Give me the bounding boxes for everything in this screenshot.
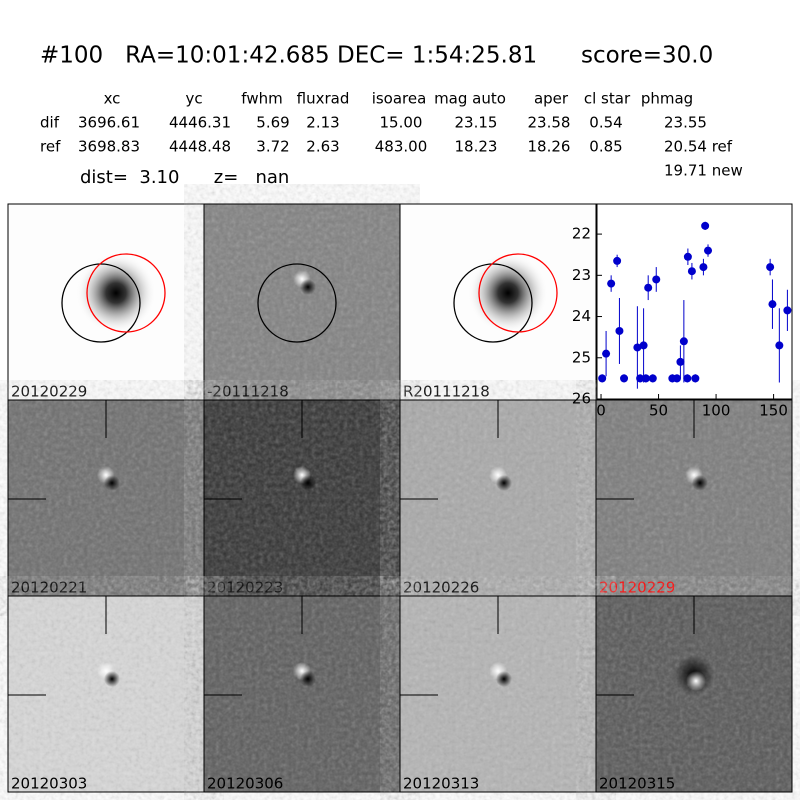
stamp-frame — [595, 595, 793, 793]
column-header: fluxrad — [297, 90, 350, 108]
point — [672, 374, 681, 383]
point — [679, 337, 688, 346]
stamp-label: 20120223 — [207, 579, 283, 597]
table-cell: 2.63 — [306, 138, 339, 156]
point — [648, 374, 657, 383]
point — [613, 256, 622, 265]
title: #100 RA=10:01:42.685 DEC= 1:54:25.81 sco… — [40, 43, 713, 69]
point — [676, 357, 685, 366]
table-cell: 3698.83 — [78, 138, 140, 156]
table-cell: 23.55 — [664, 114, 707, 132]
plot-area — [596, 203, 793, 400]
source-neg — [300, 475, 316, 491]
source-neg — [496, 671, 512, 687]
table-cell: dif — [40, 114, 60, 132]
table-cell: 0.85 — [589, 138, 622, 156]
point — [602, 349, 611, 358]
point — [699, 263, 708, 272]
point — [691, 374, 700, 383]
stamp-label: 20120221 — [11, 579, 87, 597]
point — [768, 300, 777, 309]
source-neg — [104, 671, 120, 687]
source-neg — [104, 475, 120, 491]
table-cell: 2.13 — [306, 114, 339, 132]
x-tick-label: 0 — [596, 402, 606, 420]
x-tick-label: 150 — [759, 402, 788, 420]
column-header: cl star — [584, 90, 631, 108]
table-cell: 18.26 — [528, 138, 571, 156]
y-tick-label: 23 — [572, 266, 591, 284]
stamp-label: 20120306 — [207, 775, 283, 793]
y-tick-label: 25 — [572, 348, 591, 366]
point — [644, 283, 653, 292]
column-header: phmag — [641, 90, 693, 108]
table-cell: 483.00 — [375, 138, 428, 156]
point — [766, 263, 775, 272]
table-cell: 4446.31 — [169, 114, 231, 132]
point — [598, 374, 607, 383]
point — [775, 341, 784, 350]
point — [607, 279, 616, 288]
stamp-label: 20120229 — [599, 579, 675, 597]
source-neg — [300, 671, 316, 687]
column-header: fwhm — [241, 90, 282, 108]
point — [783, 306, 792, 315]
y-tick-label: 26 — [572, 390, 591, 408]
source — [468, 253, 548, 333]
stamp-label: 20120313 — [403, 775, 479, 793]
point — [615, 326, 624, 335]
table-note: 19.71 new — [664, 162, 743, 180]
table-cell: 23.15 — [455, 114, 498, 132]
x-tick-label: 50 — [649, 402, 668, 420]
stamp-label: R20111218 — [403, 383, 490, 401]
stamp-label: -20111218 — [207, 383, 289, 401]
table-cell: 20.54 ref — [664, 138, 733, 156]
table-cell: 4448.48 — [169, 138, 231, 156]
table-cell: 18.23 — [455, 138, 498, 156]
aperture-ref — [86, 253, 166, 333]
point — [701, 221, 710, 230]
point — [704, 246, 713, 255]
dist-line: dist= 3.10 z= nan — [80, 167, 289, 188]
column-header: mag auto — [434, 90, 506, 108]
y-tick-label: 22 — [572, 225, 591, 243]
source-neg — [496, 475, 512, 491]
aperture — [61, 263, 141, 343]
source-neg — [300, 279, 316, 295]
table-cell: 3696.61 — [78, 114, 140, 132]
aperture — [257, 263, 337, 343]
table-cell: 5.69 — [256, 114, 289, 132]
stamp-label: 20120303 — [11, 775, 87, 793]
stamp-label: 20120226 — [403, 579, 479, 597]
point — [633, 343, 642, 352]
aperture — [453, 263, 533, 343]
point — [652, 275, 661, 284]
stamp-label: 20120229 — [11, 383, 87, 401]
y-tick-label: 24 — [572, 307, 591, 325]
table-cell: 3.72 — [256, 138, 289, 156]
table-cell: 0.54 — [589, 114, 622, 132]
table-cell: 23.58 — [528, 114, 571, 132]
aperture-ref — [478, 253, 558, 333]
column-header: aper — [534, 90, 569, 108]
source — [686, 671, 706, 691]
x-tick-label: 100 — [702, 402, 731, 420]
point — [641, 374, 650, 383]
point — [683, 374, 692, 383]
table-cell: ref — [40, 138, 61, 156]
table-cell: 15.00 — [380, 114, 423, 132]
stamp-label: 20120315 — [599, 775, 675, 793]
point — [620, 374, 629, 383]
point — [639, 341, 648, 350]
column-header: xc — [104, 90, 121, 108]
source-neg — [692, 475, 708, 491]
point — [636, 374, 645, 383]
point — [683, 252, 692, 261]
column-header: yc — [185, 90, 202, 108]
column-header: isoarea — [372, 90, 427, 108]
stamp-noise — [204, 204, 400, 400]
point — [687, 267, 696, 276]
source — [76, 253, 156, 333]
